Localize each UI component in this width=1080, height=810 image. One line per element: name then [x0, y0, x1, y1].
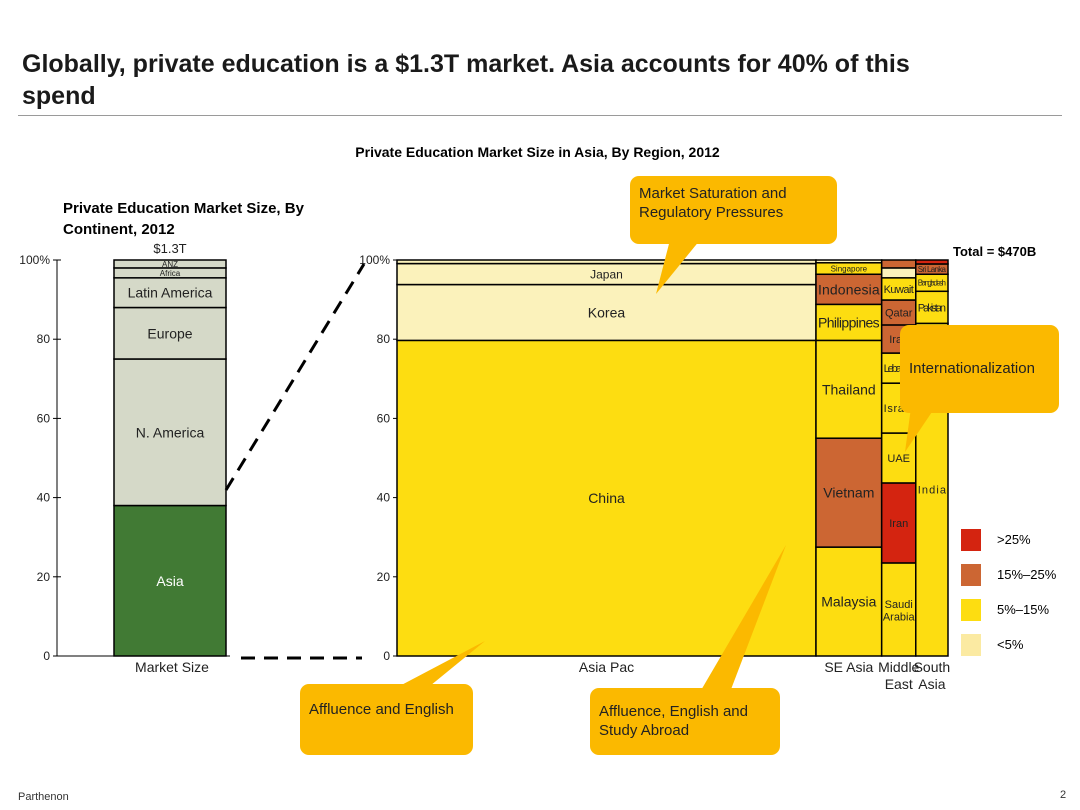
x-category-label: Asia Pac: [579, 659, 634, 675]
segment-label-asia: Asia: [156, 573, 183, 589]
mekko-segment-iran: [880, 482, 917, 564]
mekko-segment-unlabeled: [915, 259, 949, 265]
continent-y-tick-label: 60: [37, 411, 51, 425]
x-category-label: Middle East: [878, 659, 919, 692]
segment-label-korea: Korea: [588, 305, 626, 321]
bar-segment-n-america: [113, 358, 227, 507]
asia-y-tick-label: 40: [377, 491, 391, 505]
legend-swatch: [961, 599, 981, 621]
x-category-label: South Asia: [914, 659, 951, 692]
segment-label-uae: UAE: [887, 453, 910, 465]
callout-affluence-abroad: Affluence, English and Study Abroad: [590, 688, 780, 755]
bar-segment-latin-america: [113, 277, 227, 309]
legend-label: 15%–25%: [997, 567, 1057, 582]
asia-y-tick-label: 80: [377, 332, 391, 346]
legend-swatch: [961, 529, 981, 551]
segment-label-thailand: Thailand: [822, 381, 876, 397]
x-category-label: SE Asia: [824, 659, 873, 675]
mekko-segment-unlabeled: [815, 259, 883, 264]
segment-label-indonesia: Indonesia: [818, 281, 880, 297]
asia-y-tick-label: 60: [377, 411, 391, 425]
asia-y-tick-label: 20: [377, 570, 391, 584]
mekko-segment-saudi-arabia: [880, 562, 917, 657]
continent-y-tick-label: 40: [37, 491, 51, 505]
callout-affluence-english: Affluence and English: [300, 684, 473, 755]
callout-internationalization: Internationalization: [900, 325, 1059, 413]
mekko-segment-unlabeled: [880, 267, 917, 279]
segment-label-iran: Iran: [889, 518, 908, 530]
segment-label-kuwait: Kuwait: [884, 284, 914, 296]
segment-label-vietnam: Vietnam: [823, 485, 874, 501]
segment-label-china: China: [588, 490, 625, 506]
x-category-label: Market Size: [135, 659, 209, 675]
mekko-segment-unlabeled: [396, 259, 817, 265]
legend-label: 5%–15%: [997, 602, 1050, 617]
segment-label-india: India: [918, 485, 947, 497]
continent-y-tick-label: 20: [37, 570, 51, 584]
segment-label-sri-lanka: Sri Lanka: [918, 265, 947, 274]
legend-label: <5%: [997, 637, 1024, 652]
asia-y-tick-label: 0: [383, 649, 390, 663]
page-title: Globally, private education is a $1.3T m…: [22, 50, 910, 110]
segment-label-pakistan: Pakistan: [918, 302, 946, 314]
segment-label-africa: Africa: [160, 269, 181, 278]
callout-saturation: Market Saturation and Regulatory Pressur…: [630, 176, 837, 244]
segment-label-europe: Europe: [147, 325, 192, 341]
callout-pointer-affluence-abroad: [700, 545, 786, 692]
continent-chart-title: Private Education Market Size, By Contin…: [63, 200, 304, 238]
mekko-segment-pakistan: [915, 290, 949, 325]
bar-segment-europe: [113, 306, 227, 360]
legend-swatch: [961, 634, 981, 656]
callout-pointer-internationalization: [905, 400, 940, 452]
asia-total-label: Total = $470B: [953, 244, 1037, 259]
zoom-connector-top: [224, 263, 366, 491]
continent-y-tick-label: 0: [43, 649, 50, 663]
title-divider: [18, 115, 1062, 116]
segment-label-singapore: Singapore: [831, 264, 868, 273]
mekko-segment-indonesia: [815, 273, 883, 306]
segment-label-bangladesh: Bangladesh: [918, 279, 946, 288]
asia-y-tick-label: 100%: [359, 253, 390, 267]
segment-label-qatar: Qatar: [885, 307, 913, 319]
footer-brand: Parthenon: [18, 791, 69, 803]
bar-segment-anz: [113, 259, 227, 269]
legend-swatch: [961, 564, 981, 586]
segment-label-saudi-arabia: Saudi Arabia: [883, 599, 916, 624]
mekko-segment-vietnam: [815, 437, 883, 548]
legend-label: >25%: [997, 532, 1031, 547]
mekko-segment-china: [396, 339, 817, 657]
segment-label-malaysia: Malaysia: [821, 594, 876, 610]
page-number: 2: [1060, 789, 1067, 801]
callout-pointer-saturation: [656, 240, 700, 294]
continent-y-tick-label: 80: [37, 332, 51, 346]
segment-label-n-america: N. America: [136, 424, 205, 440]
continent-y-tick-label: 100%: [19, 253, 50, 267]
segment-label-philippines: Philippines: [818, 314, 880, 330]
segment-label-anz: ANZ: [162, 260, 178, 269]
continent-total-label: $1.3T: [153, 241, 186, 256]
callout-pointer-affluence-english: [392, 641, 485, 690]
asia-chart-title: Private Education Market Size in Asia, B…: [355, 144, 720, 160]
segment-label-latin-america: Latin America: [128, 285, 213, 301]
segment-label-japan: Japan: [590, 267, 623, 281]
mekko-segment-unlabeled: [880, 259, 917, 269]
